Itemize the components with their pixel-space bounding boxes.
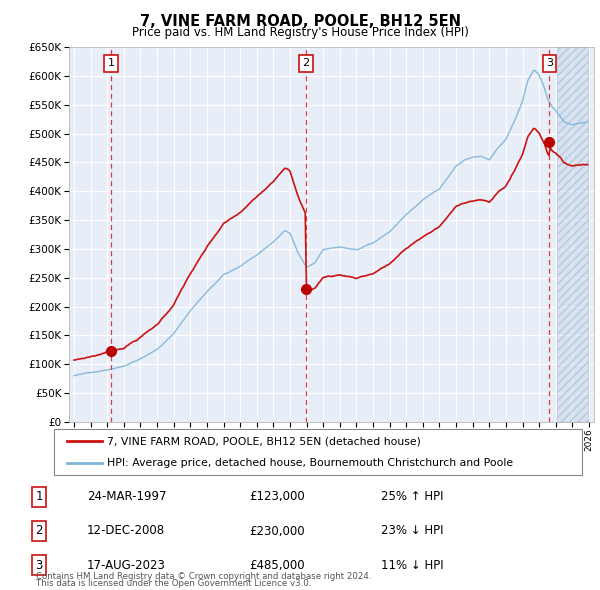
Text: 17-AUG-2023: 17-AUG-2023: [87, 559, 166, 572]
Text: 24-MAR-1997: 24-MAR-1997: [87, 490, 167, 503]
Text: £485,000: £485,000: [249, 559, 305, 572]
Text: Contains HM Land Registry data © Crown copyright and database right 2024.: Contains HM Land Registry data © Crown c…: [36, 572, 371, 581]
Text: 11% ↓ HPI: 11% ↓ HPI: [381, 559, 443, 572]
Text: 3: 3: [546, 58, 553, 68]
Text: 25% ↑ HPI: 25% ↑ HPI: [381, 490, 443, 503]
Text: 12-DEC-2008: 12-DEC-2008: [87, 525, 165, 537]
Text: This data is licensed under the Open Government Licence v3.0.: This data is licensed under the Open Gov…: [36, 579, 311, 588]
Text: 7, VINE FARM ROAD, POOLE, BH12 5EN: 7, VINE FARM ROAD, POOLE, BH12 5EN: [139, 14, 461, 29]
Text: Price paid vs. HM Land Registry's House Price Index (HPI): Price paid vs. HM Land Registry's House …: [131, 26, 469, 39]
Text: 2: 2: [302, 58, 310, 68]
Text: 23% ↓ HPI: 23% ↓ HPI: [381, 525, 443, 537]
Text: £230,000: £230,000: [249, 525, 305, 537]
Text: 1: 1: [35, 490, 43, 503]
Text: 1: 1: [107, 58, 115, 68]
Text: 7, VINE FARM ROAD, POOLE, BH12 5EN (detached house): 7, VINE FARM ROAD, POOLE, BH12 5EN (deta…: [107, 437, 421, 447]
Text: £123,000: £123,000: [249, 490, 305, 503]
Text: HPI: Average price, detached house, Bournemouth Christchurch and Poole: HPI: Average price, detached house, Bour…: [107, 457, 513, 467]
Text: 2: 2: [35, 525, 43, 537]
FancyBboxPatch shape: [54, 429, 582, 475]
Text: 3: 3: [35, 559, 43, 572]
